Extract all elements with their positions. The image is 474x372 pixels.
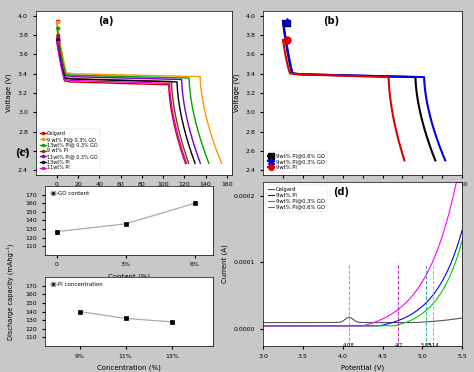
X-axis label: Potential (V): Potential (V) xyxy=(341,364,384,371)
Text: 5.14: 5.14 xyxy=(428,343,439,347)
9wt% PI@0.3% GO xyxy=(417,313,423,317)
Legend: PI concentration: PI concentration xyxy=(48,280,105,289)
Line: 9wt% PI@0.6% GO: 9wt% PI@0.6% GO xyxy=(263,182,462,326)
Text: Discharge capacity (mAhg⁻¹): Discharge capacity (mAhg⁻¹) xyxy=(7,244,14,340)
Text: (a): (a) xyxy=(99,16,114,26)
9wt% PI@0.3% GO xyxy=(352,324,357,328)
9wt% PI@0.6% GO xyxy=(454,180,459,185)
Legend: Celgard, 9 wt% PI@ 0.3% GO, 13wt% PI@ 0.3% GO, 9 wt% PI, 11wt% PI@ 0.3% GO, 13wt: Celgard, 9 wt% PI@ 0.3% GO, 13wt% PI@ 0.… xyxy=(38,129,100,172)
Legend: Celgard, 9wt% PI, 9wt% PI@0.3% GO, 9wt% PI@0.6% GO: Celgard, 9wt% PI, 9wt% PI@0.3% GO, 9wt% … xyxy=(266,185,327,212)
9wt% PI xyxy=(260,324,266,328)
Text: (d): (d) xyxy=(333,187,349,197)
X-axis label: Discharge capacity (mAhg⁻¹): Discharge capacity (mAhg⁻¹) xyxy=(312,193,413,201)
9wt% PI@0.6% GO xyxy=(260,324,266,328)
Celgard xyxy=(260,320,266,325)
9wt% PI xyxy=(459,228,465,232)
Celgard xyxy=(346,315,352,320)
9wt% PI xyxy=(454,247,459,251)
Y-axis label: Voltage (V): Voltage (V) xyxy=(6,74,12,112)
Line: 9wt% PI: 9wt% PI xyxy=(263,230,462,326)
9wt% PI@0.3% GO xyxy=(459,238,465,243)
9wt% PI@0.6% GO xyxy=(454,180,459,185)
9wt% PI@0.6% GO xyxy=(357,324,363,328)
9wt% PI xyxy=(352,324,357,328)
Text: 4.7: 4.7 xyxy=(394,343,402,347)
9wt% PI@0.3% GO xyxy=(270,324,276,328)
Text: (c): (c) xyxy=(15,148,29,158)
9wt% PI@0.6% GO xyxy=(270,324,276,328)
X-axis label: Content (%): Content (%) xyxy=(108,273,150,279)
Text: 4.08: 4.08 xyxy=(343,343,355,347)
Celgard xyxy=(270,320,276,325)
9wt% PI xyxy=(357,324,363,328)
Celgard xyxy=(357,320,363,325)
9wt% PI@0.6% GO xyxy=(454,180,459,185)
9wt% PI xyxy=(270,324,276,328)
9wt% PI@0.3% GO xyxy=(454,257,459,262)
Line: 9wt% PI@0.3% GO: 9wt% PI@0.3% GO xyxy=(263,241,462,326)
9wt% PI@0.6% GO xyxy=(459,180,465,185)
Celgard xyxy=(459,316,465,320)
9wt% PI xyxy=(454,247,459,251)
Text: 5.05: 5.05 xyxy=(420,343,432,347)
Legend: 9wt% PI@0.6% GO, 9wt% PI@0.3% GO, 9wt% PI: 9wt% PI@0.6% GO, 9wt% PI@0.3% GO, 9wt% P… xyxy=(266,151,327,172)
9wt% PI@0.3% GO xyxy=(454,258,459,262)
Celgard xyxy=(454,317,459,321)
Legend: GO content: GO content xyxy=(48,189,92,198)
9wt% PI@0.6% GO xyxy=(352,324,357,328)
Y-axis label: Current (A): Current (A) xyxy=(222,245,228,283)
Celgard xyxy=(454,317,459,321)
Text: (b): (b) xyxy=(323,16,339,26)
9wt% PI xyxy=(417,306,423,311)
Celgard xyxy=(352,318,357,323)
Y-axis label: Voltage (V): Voltage (V) xyxy=(233,74,240,112)
Line: Celgard: Celgard xyxy=(263,317,462,323)
Celgard xyxy=(417,320,423,324)
9wt% PI@0.3% GO xyxy=(260,324,266,328)
9wt% PI@0.6% GO xyxy=(417,283,423,288)
X-axis label: Discharge capacity (mAhg⁻¹): Discharge capacity (mAhg⁻¹) xyxy=(83,193,184,201)
X-axis label: Concentration (%): Concentration (%) xyxy=(97,364,161,371)
9wt% PI@0.3% GO xyxy=(357,324,363,328)
